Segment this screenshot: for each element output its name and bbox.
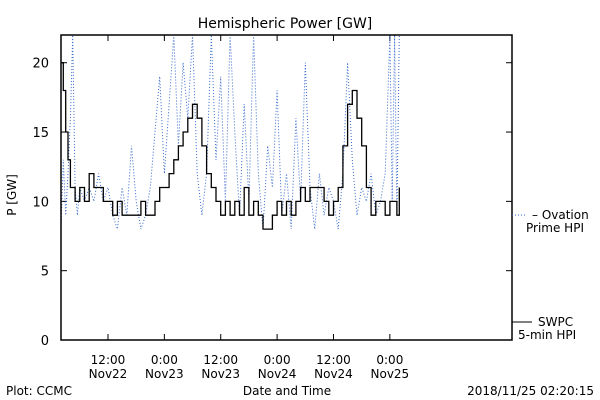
y-tick-label: 10	[32, 195, 49, 210]
chart-title: Hemispheric Power [GW]	[198, 16, 373, 32]
x-tick-date-label: Nov25	[371, 367, 410, 381]
x-tick-label: 0:00	[151, 353, 178, 367]
ovation-legend-label-1: – Ovation	[532, 208, 589, 222]
swpc-legend-label-2: 5-min HPI	[518, 328, 576, 342]
plot-frame	[60, 34, 513, 341]
x-tick-date-label: Nov23	[145, 367, 184, 381]
data-series	[60, 34, 400, 230]
x-tick-label: 12:00	[203, 353, 238, 367]
swpc-series-line	[61, 62, 400, 230]
plot-timestamp: 2018/11/25 02:20:15	[467, 384, 594, 398]
x-axis-label: Date and Time	[243, 384, 331, 398]
x-tick-label: 0:00	[264, 353, 291, 367]
swpc-legend-label-1: SWPC	[538, 315, 573, 329]
y-tick-label: 5	[41, 265, 49, 280]
x-tick-date-label: Nov23	[201, 367, 240, 381]
ovation-legend-label-2: Prime HPI	[526, 221, 584, 235]
x-tick-date-label: Nov24	[314, 367, 353, 381]
x-axis-ticks: 12:00Nov220:00Nov2312:00Nov230:00Nov2412…	[89, 35, 410, 381]
x-tick-date-label: Nov24	[258, 367, 297, 381]
x-tick-label: 12:00	[316, 353, 351, 367]
y-axis-label: P [GW]	[5, 174, 19, 216]
y-tick-label: 15	[32, 126, 49, 141]
x-tick-label: 12:00	[91, 353, 126, 367]
plot-credit: Plot: CCMC	[6, 384, 72, 398]
x-tick-label: 0:00	[376, 353, 403, 367]
y-tick-label: 20	[32, 57, 49, 72]
x-tick-date-label: Nov22	[89, 367, 128, 381]
ovation-prime-series-line	[60, 34, 400, 230]
y-axis-ticks: 0 5 10 15 20	[32, 57, 512, 349]
y-tick-label: 0	[41, 334, 49, 349]
